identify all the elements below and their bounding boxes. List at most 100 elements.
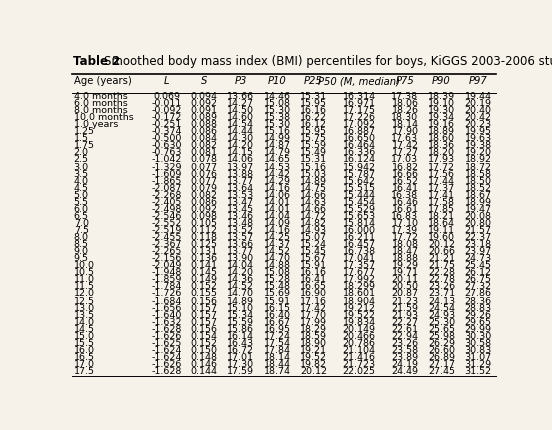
Text: Age (years): Age (years) xyxy=(74,77,131,86)
Text: -2.265: -2.265 xyxy=(151,247,182,256)
Text: 17.37: 17.37 xyxy=(428,184,455,193)
Text: 16.40: 16.40 xyxy=(263,310,290,319)
Text: 14.09: 14.09 xyxy=(263,219,290,228)
Text: 22.94: 22.94 xyxy=(391,332,418,341)
Text: 14.01: 14.01 xyxy=(263,198,290,207)
Text: 0.150: 0.150 xyxy=(190,346,217,355)
Text: 6.5: 6.5 xyxy=(74,212,89,221)
Text: 15.48: 15.48 xyxy=(263,283,290,292)
Text: 18.59: 18.59 xyxy=(300,332,327,341)
Text: 25.98: 25.98 xyxy=(428,332,455,341)
Text: -1.042: -1.042 xyxy=(151,156,182,165)
Text: 16.16: 16.16 xyxy=(300,106,327,115)
Text: 0.112: 0.112 xyxy=(190,226,217,235)
Text: 0.077: 0.077 xyxy=(190,177,217,186)
Text: 18.14: 18.14 xyxy=(263,353,290,362)
Text: 6.0 months: 6.0 months xyxy=(74,99,128,108)
Text: 19.60: 19.60 xyxy=(428,233,455,242)
Text: 21.416: 21.416 xyxy=(343,353,376,362)
Text: 0.105: 0.105 xyxy=(190,219,217,228)
Text: 15.08: 15.08 xyxy=(263,99,290,108)
Text: -0.172: -0.172 xyxy=(151,113,182,122)
Text: 15.515: 15.515 xyxy=(343,184,376,193)
Text: 0.084: 0.084 xyxy=(190,134,217,143)
Text: 2.0: 2.0 xyxy=(74,148,89,157)
Text: 20.50: 20.50 xyxy=(391,283,418,292)
Text: 18.06: 18.06 xyxy=(391,99,418,108)
Text: 14.06: 14.06 xyxy=(263,191,290,200)
Text: 15.30: 15.30 xyxy=(263,106,290,115)
Text: 18.47: 18.47 xyxy=(391,247,418,256)
Text: 15.5: 15.5 xyxy=(74,339,95,348)
Text: 1.75: 1.75 xyxy=(74,141,95,150)
Text: 14.63: 14.63 xyxy=(300,198,327,207)
Text: 20.12: 20.12 xyxy=(300,367,327,376)
Text: 17.01: 17.01 xyxy=(227,353,254,362)
Text: 0.082: 0.082 xyxy=(190,191,217,200)
Text: 28.83: 28.83 xyxy=(465,304,492,313)
Text: 19.834: 19.834 xyxy=(343,318,376,327)
Text: 0.069: 0.069 xyxy=(153,92,180,101)
Text: 14.42: 14.42 xyxy=(263,169,290,178)
Text: 15.75: 15.75 xyxy=(300,134,327,143)
Text: 14.44: 14.44 xyxy=(227,127,254,136)
Text: -2.498: -2.498 xyxy=(151,205,182,214)
Text: 16.738: 16.738 xyxy=(343,247,376,256)
Text: -1.624: -1.624 xyxy=(151,346,182,355)
Text: P25: P25 xyxy=(304,77,323,86)
Text: 20.19: 20.19 xyxy=(465,99,492,108)
Text: -1.329: -1.329 xyxy=(151,163,182,172)
Text: 16.457: 16.457 xyxy=(343,240,376,249)
Text: 14.5: 14.5 xyxy=(74,325,95,334)
Text: 19.95: 19.95 xyxy=(465,127,492,136)
Text: 0.098: 0.098 xyxy=(190,212,217,221)
Text: 15.95: 15.95 xyxy=(300,127,327,136)
Text: 14.65: 14.65 xyxy=(263,156,290,165)
Text: 20.87: 20.87 xyxy=(391,289,418,298)
Text: 14.52: 14.52 xyxy=(263,247,290,256)
Text: 14.30: 14.30 xyxy=(227,134,254,143)
Text: 14.27: 14.27 xyxy=(227,99,254,108)
Text: 14.37: 14.37 xyxy=(263,240,290,249)
Text: 25.45: 25.45 xyxy=(465,261,492,270)
Text: 18.36: 18.36 xyxy=(428,141,455,150)
Text: 13.48: 13.48 xyxy=(227,219,254,228)
Text: 17.84: 17.84 xyxy=(263,346,290,355)
Text: 17.5: 17.5 xyxy=(74,367,95,376)
Text: 18.21: 18.21 xyxy=(428,212,455,221)
Text: 13.97: 13.97 xyxy=(227,163,254,172)
Text: 14.16: 14.16 xyxy=(263,226,290,235)
Text: 13.0: 13.0 xyxy=(74,304,95,313)
Text: 21.75: 21.75 xyxy=(428,261,455,270)
Text: 15.642: 15.642 xyxy=(343,177,376,186)
Text: 19.47: 19.47 xyxy=(465,205,492,214)
Text: 16.83: 16.83 xyxy=(391,212,418,221)
Text: 15.653: 15.653 xyxy=(343,212,376,221)
Text: 18.299: 18.299 xyxy=(343,283,376,292)
Text: 16.38: 16.38 xyxy=(391,191,418,200)
Text: 0.146: 0.146 xyxy=(190,360,217,369)
Text: 14.66: 14.66 xyxy=(300,205,327,214)
Text: 14.72: 14.72 xyxy=(300,212,327,221)
Text: -0.500: -0.500 xyxy=(151,134,182,143)
Text: 1.5: 1.5 xyxy=(74,134,89,143)
Text: 17.992: 17.992 xyxy=(343,275,376,284)
Text: 13.45: 13.45 xyxy=(227,205,254,214)
Text: 29.99: 29.99 xyxy=(465,325,492,334)
Text: 13.90: 13.90 xyxy=(227,254,254,263)
Text: 0.086: 0.086 xyxy=(190,198,217,207)
Text: 20.23: 20.23 xyxy=(465,120,492,129)
Text: 18.20: 18.20 xyxy=(428,148,455,157)
Text: 17.677: 17.677 xyxy=(343,268,376,277)
Text: 15.16: 15.16 xyxy=(300,163,327,172)
Text: 5.5: 5.5 xyxy=(74,198,89,207)
Text: 15.69: 15.69 xyxy=(263,289,290,298)
Text: 13.53: 13.53 xyxy=(227,191,254,200)
Text: 0.148: 0.148 xyxy=(190,353,217,362)
Text: 15.24: 15.24 xyxy=(300,240,327,249)
Text: 15.03: 15.03 xyxy=(300,169,327,178)
Text: 0.152: 0.152 xyxy=(190,339,217,348)
Text: 16.67: 16.67 xyxy=(263,318,290,327)
Text: 16.41: 16.41 xyxy=(300,275,327,284)
Text: 18.60: 18.60 xyxy=(428,134,455,143)
